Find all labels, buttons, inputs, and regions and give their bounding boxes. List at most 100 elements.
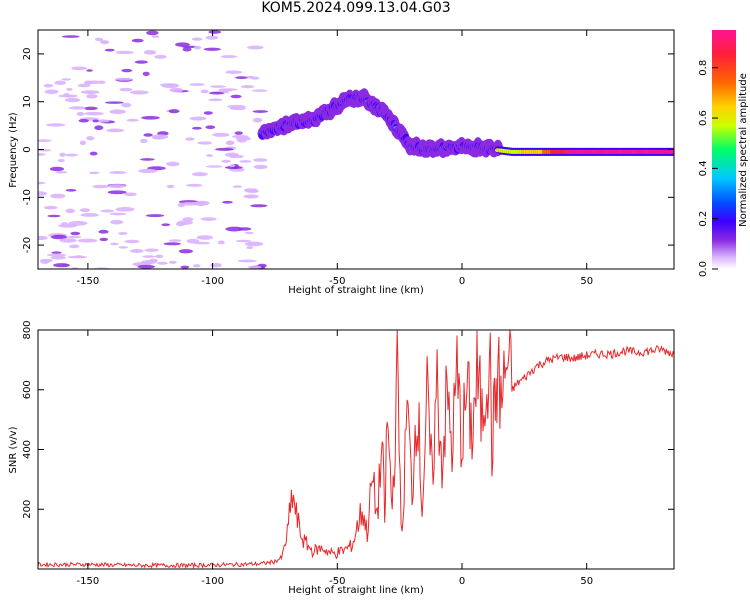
ridge-band-core xyxy=(567,149,570,154)
ridge-band-core xyxy=(585,149,589,154)
noise-blob xyxy=(78,119,89,123)
ridge-band-core xyxy=(587,149,591,154)
noise-blob xyxy=(142,255,156,258)
noise-blob xyxy=(134,60,148,64)
snr-plot-area xyxy=(38,330,674,569)
noise-blob xyxy=(68,220,88,226)
noise-blob xyxy=(99,40,108,44)
ridge-band-core xyxy=(627,149,631,154)
noise-blob xyxy=(246,246,254,250)
noise-blob xyxy=(194,201,208,206)
ridge-band-core xyxy=(658,149,662,154)
noise-blob xyxy=(238,227,252,231)
x-tick-label: 0 xyxy=(459,576,465,587)
noise-blob xyxy=(121,68,133,73)
ridge-band-core xyxy=(562,149,566,154)
noise-blob xyxy=(54,80,67,86)
colorbar-label: Normalized spectral amplitude xyxy=(738,73,749,227)
x-tick-label: -150 xyxy=(77,276,100,287)
noise-blob xyxy=(208,30,222,34)
noise-blob xyxy=(106,128,125,133)
ridge-band-core xyxy=(539,149,543,154)
ridge-band-core xyxy=(529,149,533,154)
y-tick-label: 20 xyxy=(22,48,33,61)
ridge-band-core xyxy=(604,149,608,154)
ridge-band-core xyxy=(548,149,552,154)
noise-blob xyxy=(166,184,175,189)
noise-blob xyxy=(145,214,165,218)
noise-blob xyxy=(107,190,127,195)
noise-blob xyxy=(94,37,104,42)
noise-blob xyxy=(161,83,180,89)
noise-blob xyxy=(79,208,91,213)
ridge-band-core xyxy=(521,149,525,154)
ridge-band-core xyxy=(544,149,548,154)
ridge-band-core xyxy=(552,149,556,154)
noise-blob xyxy=(121,102,132,108)
ridge-band-core xyxy=(648,149,652,154)
ridge-band-core xyxy=(550,149,554,154)
ridge-band-core xyxy=(517,149,521,154)
noise-blob xyxy=(168,109,180,114)
ridge-band-core xyxy=(600,149,604,154)
ridge-band-core xyxy=(629,149,633,154)
spectrogram-y-ticks: -20 -10 0 10 20 xyxy=(22,48,674,253)
noise-blob xyxy=(221,159,232,163)
noise-blob xyxy=(235,239,252,243)
x-tick-label: 50 xyxy=(580,576,593,587)
noise-blob xyxy=(154,54,167,59)
noise-blob xyxy=(196,235,214,240)
noise-blob xyxy=(144,248,159,252)
noise-blob xyxy=(86,69,93,72)
ridge-band-core xyxy=(583,149,587,154)
noise-blob xyxy=(99,237,109,242)
noise-blob xyxy=(186,183,203,187)
noise-blob xyxy=(88,171,100,175)
noise-blob xyxy=(140,158,155,161)
y-tick-label: 800 xyxy=(22,320,33,339)
ridge-band-core xyxy=(560,149,564,154)
noise-blob xyxy=(226,104,246,109)
x-tick-label: -100 xyxy=(201,576,224,587)
noise-blob xyxy=(156,261,168,265)
ridge-band-core xyxy=(589,149,593,154)
noise-blob xyxy=(129,248,144,253)
noise-blob xyxy=(138,168,158,174)
noise-blob xyxy=(50,193,66,199)
ridge-band-core xyxy=(639,149,643,154)
snr-x-axis-label: Height of straight line (km) xyxy=(288,585,424,596)
ridge-band-core xyxy=(515,149,519,154)
ridge-band-core xyxy=(631,149,635,154)
noise-blob xyxy=(206,165,223,168)
ridge-band-core xyxy=(633,149,637,154)
ridge-band-core xyxy=(596,149,600,154)
ridge-band-core xyxy=(641,149,645,154)
ridge-band-core xyxy=(537,149,541,154)
noise-blob xyxy=(84,111,104,116)
noise-blob xyxy=(220,55,238,59)
noise-blob xyxy=(110,219,124,225)
noise-blob xyxy=(210,85,226,88)
ridge-band-core xyxy=(510,149,514,154)
noise-blob xyxy=(247,265,262,269)
ridge-band-core xyxy=(591,149,595,154)
noise-blob xyxy=(77,83,91,88)
noise-blob xyxy=(175,42,190,47)
ridge-band-core xyxy=(612,149,616,154)
noise-blob xyxy=(86,94,98,99)
noise-blob xyxy=(192,264,201,268)
noise-blob xyxy=(225,165,243,170)
noise-blob xyxy=(205,125,216,130)
ridge-band-core xyxy=(564,149,568,154)
noise-blob xyxy=(161,223,171,227)
noise-blob xyxy=(98,229,109,234)
noise-blob xyxy=(118,246,129,249)
spectrogram-x-axis-label: Height of straight line (km) xyxy=(288,285,424,296)
ridge-band-core xyxy=(558,149,562,154)
noise-blob xyxy=(247,45,264,50)
noise-blob xyxy=(126,118,139,122)
noise-blob xyxy=(94,125,104,131)
noise-blob xyxy=(210,263,222,268)
colorbar-tick-label: 0.8 xyxy=(698,60,709,76)
